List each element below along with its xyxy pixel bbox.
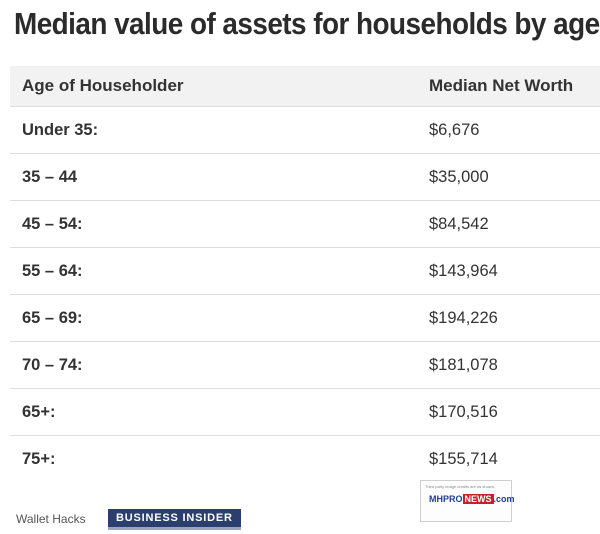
- column-header-net-worth: Median Net Worth: [429, 76, 574, 95]
- table-row: 45 – 54: $84,542: [10, 201, 600, 248]
- logo-pro: PRO: [443, 494, 463, 504]
- net-worth-cell: $181,078: [429, 355, 498, 374]
- table-row: 35 – 44 $35,000: [10, 154, 600, 201]
- credit-fine-print: Third party image credits are as shown.: [425, 484, 496, 489]
- age-cell: Under 35:: [22, 120, 99, 139]
- table-row: 70 – 74: $181,078: [10, 342, 600, 389]
- net-worth-cell: $194,226: [429, 308, 498, 327]
- logo-prefix: MH: [429, 494, 443, 504]
- net-worth-cell: $84,542: [429, 214, 489, 233]
- chart-title: Median value of assets for households by…: [14, 6, 600, 41]
- net-worth-cell: $170,516: [429, 402, 498, 421]
- table-row: Under 35: $6,676: [10, 107, 600, 154]
- business-insider-logo: BUSINESS INSIDER: [108, 509, 241, 530]
- table-row: 75+: $155,714: [10, 436, 600, 482]
- net-worth-cell: $155,714: [429, 449, 498, 468]
- table-row: 65+: $170,516: [10, 389, 600, 436]
- age-cell: 70 – 74:: [22, 355, 83, 374]
- mhpronews-logo: MHPRO NEWS .com: [429, 494, 515, 504]
- table-row: 55 – 64: $143,964: [10, 248, 600, 295]
- net-worth-cell: $35,000: [429, 167, 489, 186]
- logo-news: NEWS: [462, 494, 494, 504]
- logo-suffix: .com: [493, 494, 515, 504]
- source-label: Wallet Hacks: [16, 512, 86, 526]
- table-body: Under 35: $6,676 35 – 44 $35,000 45 – 54: $84…: [10, 107, 600, 482]
- age-cell: 35 – 44: [22, 167, 78, 186]
- column-header-age: Age of Householder: [22, 76, 184, 95]
- net-worth-table: Age of Householder Median Net Worth Unde…: [10, 66, 600, 482]
- age-cell: 65 – 69:: [22, 308, 83, 327]
- age-cell: 65+:: [22, 402, 56, 421]
- image-credit-badge: Third party image credits are as shown. …: [420, 480, 515, 522]
- net-worth-cell: $143,964: [429, 261, 498, 280]
- age-cell: 55 – 64:: [22, 261, 83, 280]
- age-cell: 45 – 54:: [22, 214, 83, 233]
- net-worth-cell: $6,676: [429, 120, 480, 139]
- table-row: 65 – 69: $194,226: [10, 295, 600, 342]
- table-header: Age of Householder Median Net Worth: [10, 66, 600, 107]
- age-cell: 75+:: [22, 449, 56, 468]
